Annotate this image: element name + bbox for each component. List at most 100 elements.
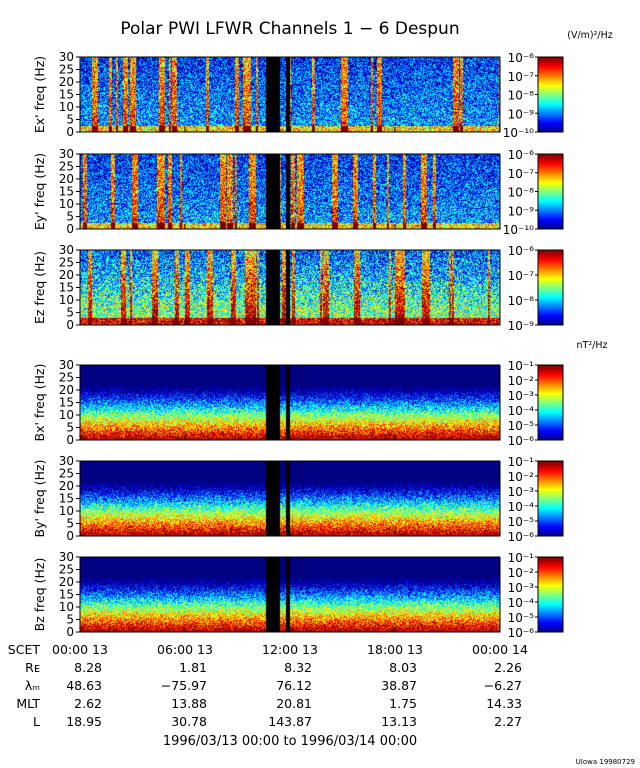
y-tick-label: 20 xyxy=(59,75,74,89)
colorbar-tick-label: 10⁻⁶ xyxy=(508,148,535,162)
y-tick-label: 25 xyxy=(59,563,74,577)
colorbar-tick-label: 10⁻⁷ xyxy=(508,167,535,181)
ephemeris-value: 30.78 xyxy=(171,714,207,729)
colorbar-tick-label: 10⁻¹⁰ xyxy=(503,126,534,140)
spectrogram-image xyxy=(80,461,500,536)
colorbar-tick-label: 10⁻⁶ xyxy=(508,51,535,65)
ephemeris-value: 20.81 xyxy=(276,696,312,711)
y-tick-label: 15 xyxy=(59,492,74,506)
colorbar-tick-label: 10⁻¹ xyxy=(508,359,535,373)
colorbar-frame xyxy=(537,460,564,537)
colorbar-tick-label: 10⁻⁵ xyxy=(508,515,535,529)
y-tick-label: 10 xyxy=(59,197,74,211)
y-tick-label: 0 xyxy=(66,625,74,639)
ephemeris-value: 48.63 xyxy=(66,678,102,693)
spectrogram-image xyxy=(80,57,500,132)
colorbar-frame xyxy=(537,556,564,633)
ephemeris-value: 2.27 xyxy=(494,714,522,729)
y-axis-label: Bz freq (Hz) xyxy=(32,558,47,632)
colorbar xyxy=(538,154,563,229)
figure-title: Polar PWI LFWR Channels 1 − 6 Despun xyxy=(120,19,459,39)
y-axis-label: Ey' freq (Hz) xyxy=(32,153,47,230)
y-axis-label: Bx' freq (Hz) xyxy=(32,364,47,442)
y-tick-label: 25 xyxy=(59,160,74,174)
colorbar-tick-label: 10⁻⁴ xyxy=(508,404,535,418)
colorbar-tick-label: 10⁻¹ xyxy=(508,551,535,565)
ephemeris-value: 13.88 xyxy=(171,696,207,711)
y-tick-label: 30 xyxy=(59,454,74,468)
y-tick-label: 20 xyxy=(59,575,74,589)
y-tick-label: 5 xyxy=(66,421,74,435)
y-tick-label: 5 xyxy=(66,613,74,627)
colorbar xyxy=(538,365,563,440)
ephemeris-value: 38.87 xyxy=(381,678,417,693)
ephemeris-value: 1.75 xyxy=(389,696,417,711)
y-tick-label: 5 xyxy=(66,210,74,224)
colorbar-tick-label: 10⁻¹⁰ xyxy=(503,223,534,237)
y-tick-label: 15 xyxy=(59,281,74,295)
colorbar-tick-label: 10⁻⁹ xyxy=(508,319,535,333)
ephemeris-row-label: L xyxy=(33,714,40,729)
ephemeris-value: 06:00 13 xyxy=(157,642,213,657)
y-tick-label: 15 xyxy=(59,185,74,199)
colorbar-frame xyxy=(537,249,564,326)
colorbar-tick-label: 10⁻⁶ xyxy=(508,626,535,640)
colorbar-tick-label: 10⁻⁵ xyxy=(508,419,535,433)
colorbar-tick-label: 10⁻⁷ xyxy=(508,269,535,283)
y-tick-label: 10 xyxy=(59,293,74,307)
y-tick-label: 30 xyxy=(59,358,74,372)
y-tick-label: 30 xyxy=(59,243,74,257)
spectrogram-image xyxy=(80,365,500,440)
ephemeris-value: 00:00 14 xyxy=(472,642,528,657)
y-tick-label: 30 xyxy=(59,50,74,64)
colorbar xyxy=(538,57,563,132)
y-tick-label: 5 xyxy=(66,306,74,320)
ephemeris-value: 14.33 xyxy=(486,696,522,711)
y-tick-label: 0 xyxy=(66,529,74,543)
y-tick-label: 10 xyxy=(59,504,74,518)
y-tick-label: 10 xyxy=(59,100,74,114)
ephemeris-value: 18.95 xyxy=(66,714,102,729)
ephemeris-value: 76.12 xyxy=(276,678,312,693)
y-tick-label: 0 xyxy=(66,433,74,447)
colorbar-tick-label: 10⁻⁷ xyxy=(508,70,535,84)
colorbar-tick-label: 10⁻¹ xyxy=(508,455,535,469)
colorbar-tick-label: 10⁻⁴ xyxy=(508,596,535,610)
colorbar-tick-label: 10⁻² xyxy=(508,374,535,388)
colorbar-tick-label: 10⁻² xyxy=(508,566,535,580)
spectrogram-image xyxy=(80,557,500,632)
spectrogram-image xyxy=(80,250,500,325)
ephemeris-value: 13.13 xyxy=(381,714,417,729)
colorbar-tick-label: 10⁻⁶ xyxy=(508,434,535,448)
ephemeris-value: 8.03 xyxy=(389,660,417,675)
ephemeris-value: −75.97 xyxy=(161,678,207,693)
colorbar-tick-label: 10⁻⁶ xyxy=(508,244,535,258)
ephemeris-table: SCET 00:00 13 06:00 13 12:00 13 18:00 13 00:0… xyxy=(8,642,528,729)
y-axis-label: Ex' freq (Hz) xyxy=(32,56,47,133)
y-tick-label: 0 xyxy=(66,125,74,139)
colorbar-tick-label: 10⁻⁹ xyxy=(508,107,535,121)
e-colorbar-unit: (V/m)²/Hz xyxy=(567,30,613,41)
ephemeris-value: 8.28 xyxy=(74,660,102,675)
ephemeris-value: 8.32 xyxy=(284,660,312,675)
colorbar-tick-label: 10⁻⁴ xyxy=(508,500,535,514)
y-axis-label: By' freq (Hz) xyxy=(32,460,47,538)
ephemeris-value: 18:00 13 xyxy=(367,642,423,657)
ephemeris-row-label: MLT xyxy=(16,696,40,711)
ephemeris-value: −6.27 xyxy=(484,678,522,693)
colorbar-tick-label: 10⁻³ xyxy=(508,485,535,499)
ephemeris-value: 143.87 xyxy=(268,714,312,729)
y-tick-label: 15 xyxy=(59,588,74,602)
y-tick-label: 25 xyxy=(59,467,74,481)
colorbar xyxy=(538,557,563,632)
ephemeris-value: 00:00 13 xyxy=(52,642,108,657)
y-tick-label: 25 xyxy=(59,256,74,270)
